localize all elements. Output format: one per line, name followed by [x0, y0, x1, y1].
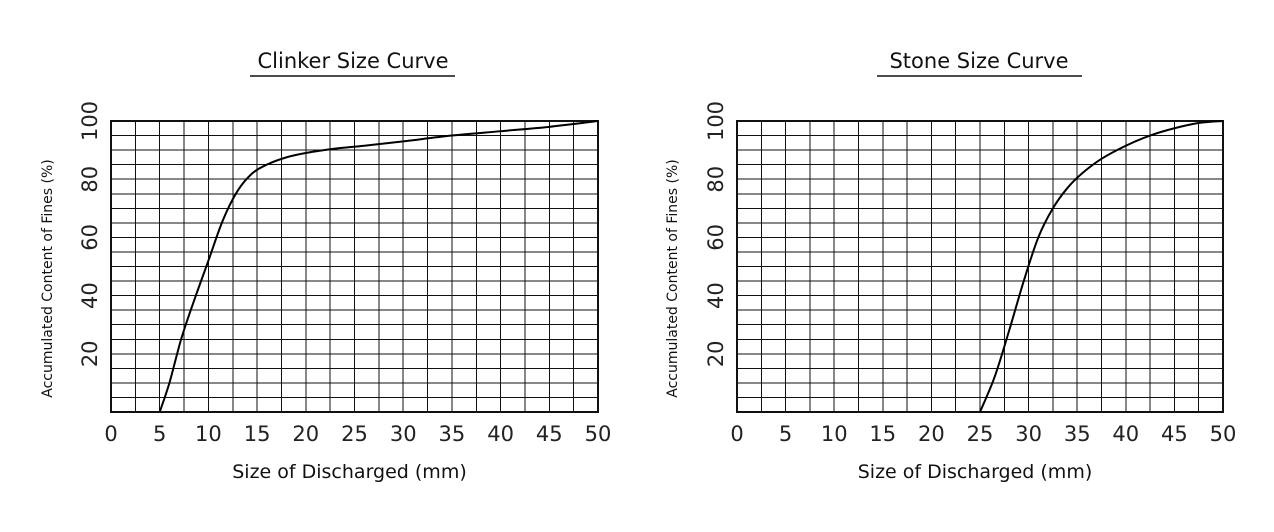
size-curve-line — [158, 120, 599, 413]
x-tick-label: 35 — [1064, 422, 1091, 446]
x-tick-label: 20 — [292, 422, 319, 446]
x-tick-label: 5 — [779, 422, 792, 446]
clinker-size-chart: Clinker Size Curve 0 5 10 15 20 25 30 35 40 45 50 20… — [40, 49, 611, 483]
x-tick-label: 50 — [585, 422, 612, 446]
grid-lines — [111, 121, 598, 412]
stone-size-chart: Stone Size Curve 0 5 10 15 20 25 30 35 40 45 50 20 40… — [665, 49, 1236, 483]
x-axis-label: Size of Discharged (mm) — [858, 461, 1093, 483]
y-tick-label: 100 — [704, 101, 728, 141]
plot-frame — [110, 120, 599, 413]
x-tick-label: 50 — [1210, 422, 1237, 446]
chart-title: Stone Size Curve — [889, 49, 1068, 73]
x-tick-label: 45 — [1161, 422, 1188, 446]
y-tick-label: 80 — [704, 166, 728, 193]
x-tick-label: 30 — [390, 422, 417, 446]
x-tick-label: 10 — [821, 422, 848, 446]
x-tick-label: 15 — [244, 422, 271, 446]
y-tick-label: 80 — [78, 166, 102, 193]
x-tick-label: 0 — [730, 422, 743, 446]
x-tick-label: 30 — [1015, 422, 1042, 446]
y-tick-label: 60 — [704, 224, 728, 251]
y-axis-label: Accumulated Content of Fines (%) — [40, 159, 56, 397]
grid-lines — [737, 121, 1223, 412]
x-tick-label: 25 — [967, 422, 994, 446]
y-tick-label: 20 — [704, 340, 728, 367]
x-tick-label: 10 — [195, 422, 222, 446]
x-tick-label: 40 — [487, 422, 514, 446]
x-axis-label: Size of Discharged (mm) — [232, 461, 467, 483]
x-tick-label: 0 — [104, 422, 117, 446]
chart-title: Clinker Size Curve — [257, 49, 448, 73]
y-tick-label: 100 — [78, 101, 102, 141]
y-tick-label: 20 — [78, 340, 102, 367]
x-tick-label: 15 — [869, 422, 896, 446]
y-tick-label: 40 — [704, 282, 728, 309]
y-axis-label: Accumulated Content of Fines (%) — [665, 159, 681, 397]
size-curve-line — [979, 120, 1224, 413]
x-tick-label: 25 — [341, 422, 368, 446]
x-tick-label: 20 — [918, 422, 945, 446]
x-tick-label: 45 — [536, 422, 563, 446]
x-tick-label: 5 — [153, 422, 166, 446]
y-tick-label: 40 — [78, 282, 102, 309]
x-tick-label: 35 — [439, 422, 466, 446]
x-tick-label: 40 — [1112, 422, 1139, 446]
y-tick-label: 60 — [78, 224, 102, 251]
